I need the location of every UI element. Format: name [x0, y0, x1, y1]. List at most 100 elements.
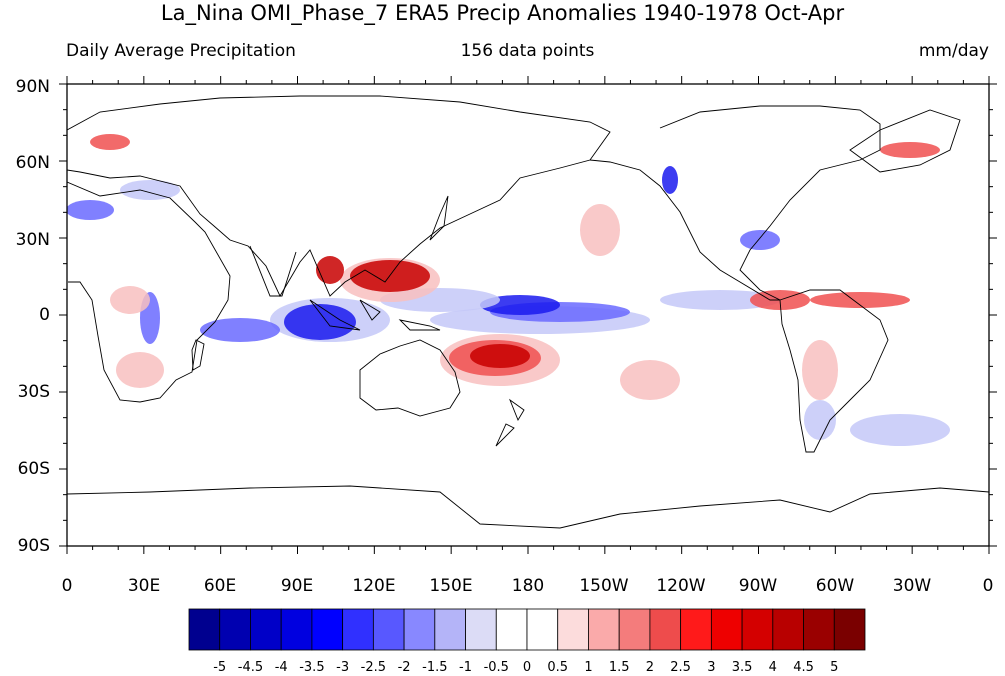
anomaly-patch [802, 340, 838, 400]
colorbar-swatch [434, 608, 466, 651]
units-label: mm/day [918, 41, 989, 61]
anomaly-patch [470, 344, 530, 368]
colorbar-label: -3 [336, 660, 350, 675]
anomaly-field [67, 95, 989, 529]
anomaly-patch [116, 352, 164, 388]
colorbar-label: -0.5 [483, 660, 509, 675]
lat-tick-90s: 90S [17, 536, 50, 556]
colorbar-label: 3.5 [731, 660, 753, 675]
lon-tick-90e: 90E [280, 576, 314, 596]
lon-tick-120e: 120E [352, 576, 396, 596]
lon-tick-0: 0 [61, 576, 73, 596]
coastlines [67, 95, 989, 529]
lon-tick-120w: 120W [656, 576, 706, 596]
coast-africa [67, 181, 231, 403]
lat-tick-eq: 0 [39, 305, 50, 325]
colorbar-swatch [803, 608, 835, 651]
colorbar-swatch [618, 608, 651, 651]
colorbar-swatch [588, 608, 620, 651]
colorbar-swatch [772, 608, 804, 651]
colorbar-swatch [342, 608, 374, 651]
colorbar-swatch [250, 608, 282, 651]
anomaly-patch [67, 200, 114, 220]
colorbar-swatch [465, 608, 497, 651]
colorbar-label: 4.5 [793, 660, 814, 675]
coast-greenland [849, 109, 961, 173]
colorbar-swatch [495, 608, 528, 651]
coast-australia [359, 339, 461, 417]
colorbar-label: -2 [397, 660, 411, 675]
anomaly-patch [850, 414, 950, 446]
lon-tick-180: 180 [511, 576, 545, 596]
lat-tick-60n: 60N [15, 153, 50, 173]
coast-india [249, 245, 297, 297]
colorbar-swatch [833, 608, 866, 651]
colorbar-label: -1.5 [422, 660, 448, 675]
anomaly-patch [580, 204, 620, 256]
anomaly-patch [804, 400, 836, 440]
left-subtitle: Daily Average Precipitation [66, 41, 296, 61]
colorbar-label: -3.5 [299, 660, 325, 675]
colorbar-swatch [280, 608, 313, 651]
colorbar [188, 608, 866, 651]
colorbar-swatch [526, 608, 559, 651]
colorbar-swatch [710, 608, 743, 651]
lon-tick-60e: 60E [203, 576, 237, 596]
coast-newzealand [495, 398, 525, 447]
coast-maritime [309, 299, 441, 331]
anomaly-patch [110, 286, 150, 314]
coast-eurasia [67, 95, 611, 297]
anomaly-patch [90, 134, 130, 150]
colorbar-label: 1.5 [608, 660, 630, 675]
colorbar-label: 0 [522, 660, 532, 675]
colorbar-label: -5 [213, 660, 227, 675]
chart-title: La_Nina OMI_Phase_7 ERA5 Precip Anomalie… [160, 1, 845, 25]
colorbar-label: 1 [584, 660, 593, 675]
lon-tick-150e: 150E [429, 576, 473, 596]
colorbar-swatch [403, 608, 436, 651]
colorbar-swatch [741, 608, 774, 651]
colorbar-label: 4 [768, 660, 777, 675]
coast-madagascar [191, 339, 205, 371]
anomaly-patch [880, 142, 940, 158]
lon-tick-150w: 150W [579, 576, 629, 596]
colorbar-label: 2.5 [670, 660, 691, 675]
lat-tick-90n: 90N [15, 77, 50, 97]
lon-tick-30e: 30E [127, 576, 161, 596]
anomaly-patch [662, 166, 678, 194]
anomaly-patch [660, 290, 780, 310]
center-subtitle: 156 data points [460, 41, 595, 61]
lon-tick-0-end: 0 [982, 576, 994, 596]
lon-tick-30w: 30W [892, 576, 932, 596]
colorbar-label: 2 [645, 660, 655, 675]
colorbar-label: -4 [274, 660, 288, 675]
coast-japan [429, 195, 449, 241]
colorbar-label: 5 [830, 660, 839, 675]
colorbar-swatch [219, 608, 251, 651]
colorbar-label: -1 [459, 660, 473, 675]
anomaly-patch [316, 256, 344, 284]
colorbar-label: 3 [707, 660, 716, 675]
lat-tick-30n: 30N [15, 230, 50, 250]
anomaly-patch [810, 292, 910, 308]
anomaly-patch [284, 304, 356, 340]
colorbar-label: -2.5 [360, 660, 387, 675]
colorbar-swatch [649, 608, 682, 651]
anomaly-patch [120, 180, 180, 200]
coast-antarctica [67, 485, 989, 529]
lon-tick-60w: 60W [815, 576, 855, 596]
colorbar-swatch [311, 608, 344, 651]
colorbar-swatch [188, 608, 221, 651]
colorbar-swatch [557, 608, 589, 651]
anomaly-patch [200, 318, 280, 342]
lat-tick-30s: 30S [17, 382, 50, 402]
anomaly-patch [620, 360, 680, 400]
coast-south-america [779, 289, 889, 453]
axis-ticks [59, 76, 997, 554]
colorbar-label: -4.5 [237, 660, 264, 675]
colorbar-swatch [680, 608, 712, 651]
colorbar-label: 0.5 [547, 660, 569, 675]
lon-tick-90w: 90W [738, 576, 778, 596]
anomaly-patch [740, 230, 780, 250]
